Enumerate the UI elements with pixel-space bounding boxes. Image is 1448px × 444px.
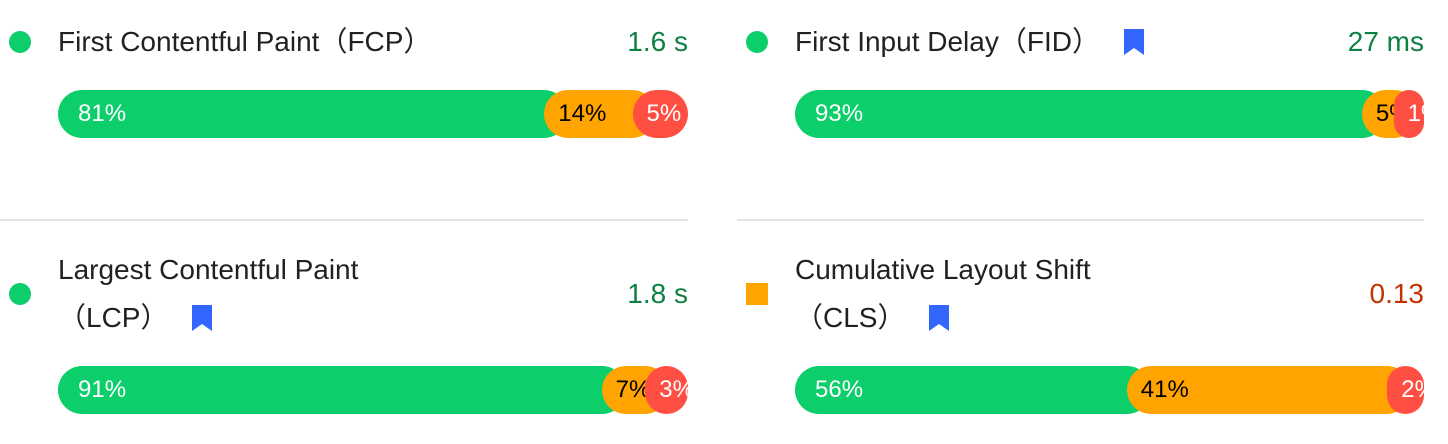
segment-label: 91% [78, 376, 127, 403]
metric-value: 27 ms [1347, 26, 1424, 57]
metric-abbr: （CLS） [795, 302, 950, 333]
metric-abbr: （FCP） [319, 26, 432, 57]
status-icon [9, 31, 31, 53]
segment-label: 3% [659, 376, 688, 403]
bar-segment: 93% [795, 90, 1386, 138]
metric-title: Cumulative Layout Shift （CLS） [795, 246, 1225, 342]
metric-abbr: （LCP） [58, 302, 213, 333]
metric-name: Largest Contentful Paint [58, 254, 359, 285]
bar-segment: 1% [1393, 90, 1424, 138]
segment-label: 93% [815, 100, 864, 127]
segment-label: 1% [1407, 100, 1424, 127]
metric-title: First Input Delay（FID） [795, 18, 1144, 66]
status-icon [746, 31, 768, 53]
metric-card: Largest Contentful Paint （LCP） 1.8 s 91% 7% 3… [0, 222, 688, 444]
bookmark-icon [192, 305, 213, 331]
segment-label: 41% [1140, 376, 1189, 403]
segment-label: 5% [646, 100, 682, 127]
metric-value: 1.6 s [627, 26, 688, 57]
metric-title: Largest Contentful Paint （LCP） [58, 246, 488, 342]
distribution-bar: 91% 7% 3% [58, 366, 688, 414]
metric-card: First Contentful Paint（FCP） 1.6 s 81% 14% 5% [0, 0, 688, 222]
distribution-bar: 93%5%1% [795, 90, 1424, 138]
metric-value: 0.13 [1369, 278, 1425, 309]
bar-segment: 41% [1126, 366, 1412, 414]
distribution-bar: 56% 41% 2% [795, 366, 1424, 414]
bar-segment: 56% [795, 366, 1151, 414]
bookmark-icon [929, 305, 950, 331]
metric-name: First Input Delay [795, 26, 999, 57]
segment-label: 7% [615, 376, 651, 403]
bar-segment: 91% [58, 366, 626, 414]
metric-value: 1.8 s [627, 278, 688, 309]
bar-segment: 81% [58, 90, 569, 138]
metric-name: First Contentful Paint [58, 26, 320, 57]
status-icon [9, 283, 31, 305]
metric-title: First Contentful Paint（FCP） [58, 18, 431, 66]
metric-abbr: （FID） [999, 26, 1144, 57]
segment-label: 14% [558, 100, 607, 127]
bar-segment: 5% [632, 90, 688, 138]
segment-label: 2% [1401, 376, 1424, 403]
bookmark-icon [1123, 29, 1144, 55]
bar-segment: 2% [1387, 366, 1424, 414]
metric-name: Cumulative Layout Shift [795, 254, 1091, 285]
segment-label: 56% [815, 376, 864, 403]
status-icon [746, 283, 768, 305]
metric-card: Cumulative Layout Shift （CLS） 0.13 56% 41% 2% [737, 222, 1424, 444]
segment-label: 81% [78, 100, 127, 127]
metric-card: First Input Delay（FID） 27 ms 93%5%1% [737, 0, 1424, 222]
distribution-bar: 81% 14% 5% [58, 90, 688, 138]
bar-segment: 3% [645, 366, 688, 414]
